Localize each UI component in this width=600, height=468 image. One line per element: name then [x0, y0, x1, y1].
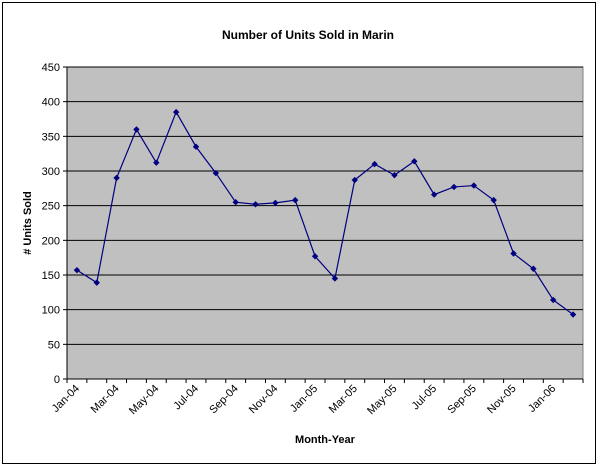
x-tick-label: May-04	[127, 383, 161, 417]
x-axis-ticks: Jan-04 Mar-04 May-04 Jul-04 Sep-04 Nov-04 Jan-…	[50, 379, 584, 417]
data-point	[172, 108, 180, 116]
data-point	[550, 296, 557, 304]
y-tick-label: 100	[42, 305, 60, 317]
data-point	[510, 250, 517, 257]
x-tick-label: Mar-05	[327, 383, 360, 416]
y-tick-label: 50	[48, 339, 60, 351]
data-point	[252, 201, 259, 208]
y-tick-label: 250	[42, 201, 60, 213]
plot-area	[66, 66, 584, 380]
y-axis-ticks: 0 50 100 150 200 250 300 350 400 450	[42, 62, 67, 386]
data-point	[569, 311, 577, 318]
y-tick-label: 450	[42, 62, 60, 74]
data-point	[530, 265, 537, 272]
y-axis-label: # Units Sold	[22, 191, 34, 255]
data-point	[450, 183, 458, 191]
y-tick-label: 350	[42, 131, 60, 143]
data-point	[73, 266, 81, 274]
x-tick-label: May-05	[365, 383, 399, 417]
data-point	[133, 126, 140, 133]
x-tick-label: Sep-05	[445, 383, 479, 417]
data-point	[292, 196, 299, 204]
data-point	[371, 160, 378, 168]
data-point	[490, 196, 497, 204]
data-point	[272, 199, 279, 207]
gridlines	[66, 66, 583, 380]
series-line	[76, 110, 574, 316]
y-tick-label: 150	[42, 270, 60, 282]
x-tick-label: Nov-04	[247, 383, 281, 417]
x-tick-label: Nov-05	[485, 383, 519, 417]
data-point	[153, 159, 160, 166]
data-point	[391, 171, 398, 179]
x-axis-label: Month-Year	[295, 434, 356, 446]
data-point	[192, 143, 200, 150]
x-tick-label: Jul-05	[410, 383, 440, 413]
x-tick-label: Sep-04	[207, 383, 241, 417]
data-point	[351, 176, 358, 184]
y-tick-label: 0	[54, 374, 60, 386]
data-point	[311, 253, 319, 260]
data-point	[93, 279, 100, 286]
x-tick-label: Mar-04	[89, 383, 122, 416]
y-tick-label: 300	[42, 166, 60, 178]
x-tick-label: Jan-05	[288, 383, 320, 415]
data-point	[232, 199, 239, 206]
data-point	[470, 182, 478, 189]
data-point	[411, 158, 418, 165]
chart-title: Number of Units Sold in Marin	[222, 28, 394, 42]
y-tick-label: 200	[42, 235, 60, 247]
x-tick-label: Jul-04	[171, 383, 201, 413]
data-point	[113, 174, 120, 182]
x-tick-label: Jan-06	[526, 383, 558, 415]
y-tick-label: 400	[42, 97, 60, 109]
data-point	[430, 191, 438, 198]
x-tick-label: Jan-04	[50, 383, 82, 415]
data-point	[331, 275, 339, 282]
series-group	[73, 108, 577, 318]
data-point	[212, 169, 220, 177]
